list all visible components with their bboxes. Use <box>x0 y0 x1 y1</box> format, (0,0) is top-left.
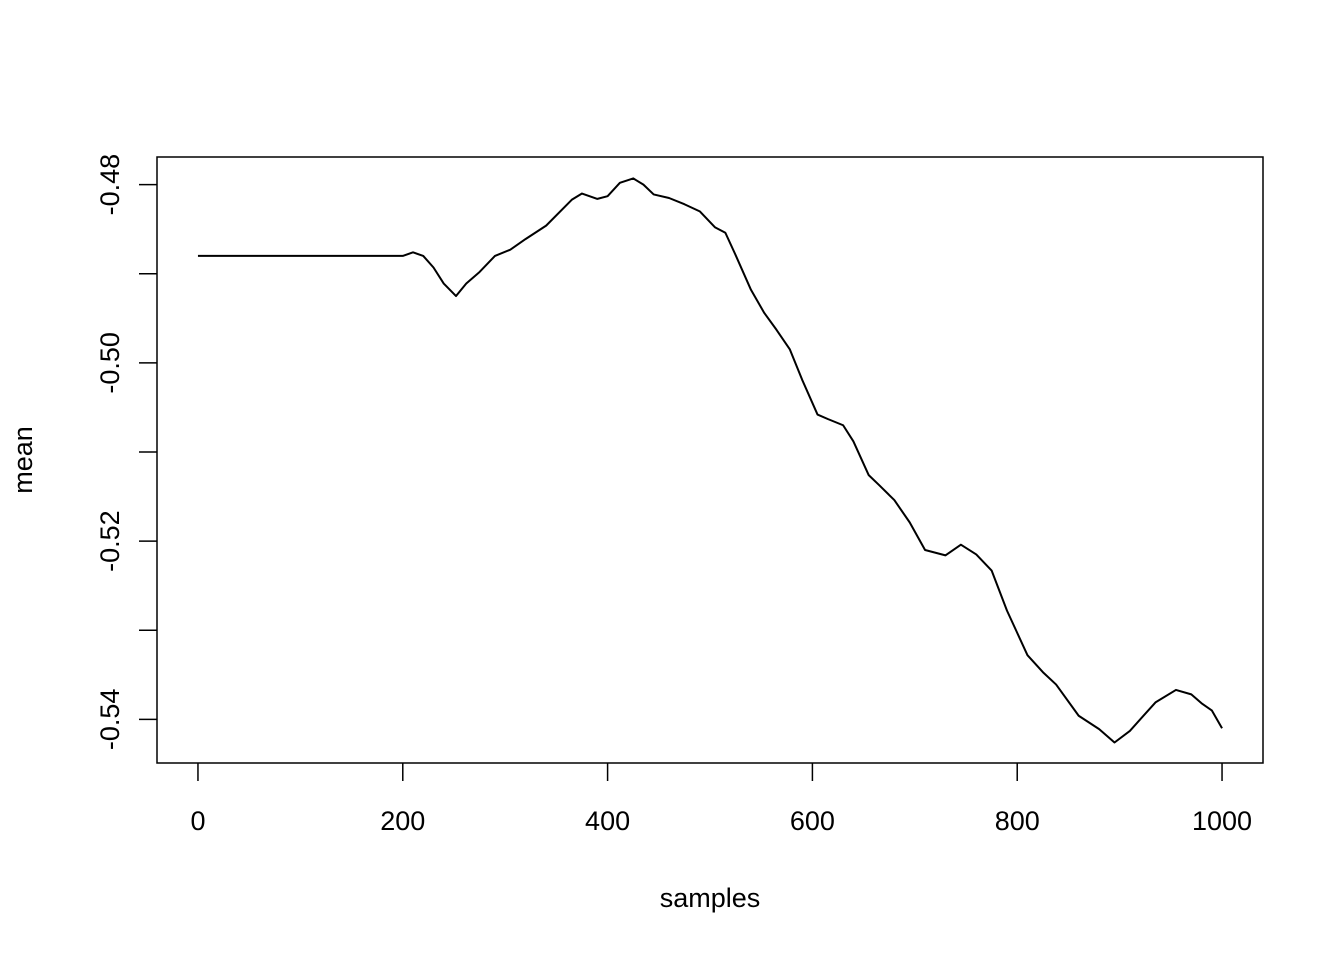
x-tick-label: 200 <box>380 806 425 836</box>
x-tick-label: 1000 <box>1192 806 1252 836</box>
y-tick-label: -0.52 <box>95 510 125 572</box>
x-tick-label: 0 <box>190 806 205 836</box>
x-tick-label: 600 <box>790 806 835 836</box>
y-tick-label: -0.54 <box>95 689 125 751</box>
y-axis-label: mean <box>8 426 38 494</box>
y-tick-label: -0.48 <box>95 154 125 216</box>
plot-box <box>156 156 1264 764</box>
x-tick-label: 400 <box>585 806 630 836</box>
y-tick-label: -0.50 <box>95 332 125 394</box>
data-line <box>197 177 1223 744</box>
x-tick-label: 800 <box>995 806 1040 836</box>
x-axis-label: samples <box>660 883 761 913</box>
